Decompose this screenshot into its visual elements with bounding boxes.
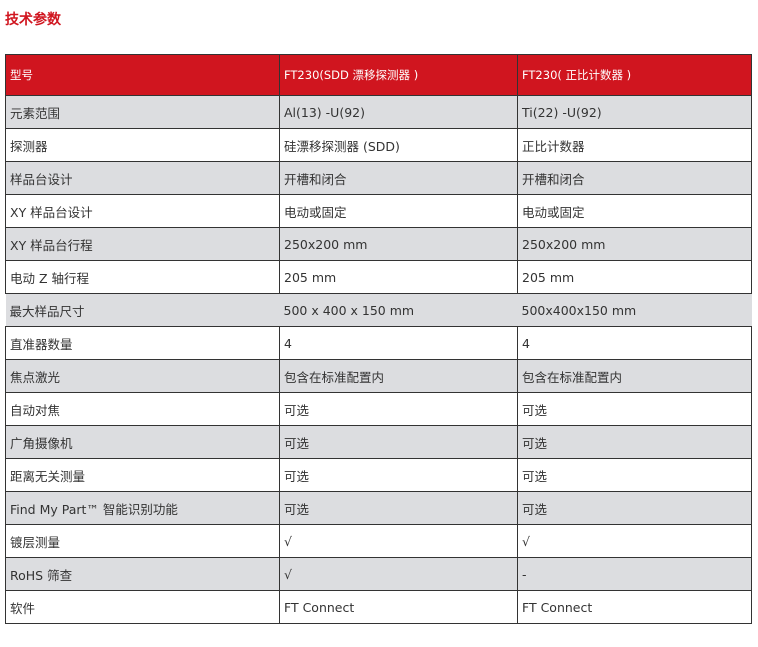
row-value: 电动或固定	[517, 194, 752, 228]
row-label: 元素范围	[5, 95, 280, 129]
header-cell: 型号	[5, 54, 280, 96]
row-value: 电动或固定	[279, 194, 518, 228]
table-row: 电动 Z 轴行程 205 mm 205 mm	[5, 260, 752, 294]
page-title: 技术参数	[5, 12, 61, 28]
row-value: √	[517, 524, 752, 558]
spec-table: 型号 FT230(SDD 漂移探测器 ) FT230( 正比计数器 ) 元素范围…	[5, 54, 752, 624]
row-value: √	[279, 524, 518, 558]
row-label: 距离无关测量	[5, 458, 280, 492]
row-value: 205 mm	[279, 260, 518, 294]
table-row: 最大样品尺寸 500 x 400 x 150 mm 500x400x150 mm	[5, 293, 752, 327]
row-label: Find My Part™ 智能识别功能	[5, 491, 280, 525]
table-row: XY 样品台设计 电动或固定 电动或固定	[5, 194, 752, 228]
row-label: XY 样品台设计	[5, 194, 280, 228]
row-value: 可选	[279, 392, 518, 426]
row-value: -	[517, 557, 752, 591]
row-label: 软件	[5, 590, 280, 624]
row-value: 250x200 mm	[517, 227, 752, 261]
row-value: 500x400x150 mm	[517, 293, 752, 327]
row-value: √	[279, 557, 518, 591]
row-value: Ti(22) -U(92)	[517, 95, 752, 129]
row-value: 硅漂移探测器 (SDD)	[279, 128, 518, 162]
row-value: 可选	[279, 425, 518, 459]
row-label: 镀层测量	[5, 524, 280, 558]
row-value: 4	[517, 326, 752, 360]
table-row: 直准器数量 4 4	[5, 326, 752, 360]
row-value: 开槽和闭合	[517, 161, 752, 195]
row-label: 自动对焦	[5, 392, 280, 426]
row-label: 最大样品尺寸	[5, 293, 280, 327]
table-row: 广角摄像机 可选 可选	[5, 425, 752, 459]
row-label: 探测器	[5, 128, 280, 162]
header-cell: FT230( 正比计数器 )	[517, 54, 752, 96]
row-label: 广角摄像机	[5, 425, 280, 459]
row-value: 250x200 mm	[279, 227, 518, 261]
row-value: FT Connect	[279, 590, 518, 624]
row-label: 焦点激光	[5, 359, 280, 393]
table-row: 软件 FT Connect FT Connect	[5, 590, 752, 624]
row-value: 可选	[279, 458, 518, 492]
table-row: 元素范围 Al(13) -U(92) Ti(22) -U(92)	[5, 95, 752, 129]
row-value: 205 mm	[517, 260, 752, 294]
table-row: 镀层测量 √ √	[5, 524, 752, 558]
row-value: Al(13) -U(92)	[279, 95, 518, 129]
table-row: XY 样品台行程 250x200 mm 250x200 mm	[5, 227, 752, 261]
row-label: 直准器数量	[5, 326, 280, 360]
table-row: Find My Part™ 智能识别功能 可选 可选	[5, 491, 752, 525]
row-value: 可选	[517, 425, 752, 459]
row-value: 包含在标准配置内	[517, 359, 752, 393]
table-row: 焦点激光 包含在标准配置内 包含在标准配置内	[5, 359, 752, 393]
row-value: 开槽和闭合	[279, 161, 518, 195]
row-value: 500 x 400 x 150 mm	[279, 293, 518, 327]
table-row: 自动对焦 可选 可选	[5, 392, 752, 426]
row-value: 可选	[279, 491, 518, 525]
row-value: 可选	[517, 392, 752, 426]
table-row: RoHS 筛查 √ -	[5, 557, 752, 591]
row-label: RoHS 筛查	[5, 557, 280, 591]
table-row: 探测器 硅漂移探测器 (SDD) 正比计数器	[5, 128, 752, 162]
row-label: XY 样品台行程	[5, 227, 280, 261]
row-value: 正比计数器	[517, 128, 752, 162]
table-header-row: 型号 FT230(SDD 漂移探测器 ) FT230( 正比计数器 )	[5, 54, 752, 96]
row-value: 可选	[517, 491, 752, 525]
header-cell: FT230(SDD 漂移探测器 )	[279, 54, 518, 96]
row-value: 包含在标准配置内	[279, 359, 518, 393]
row-label: 电动 Z 轴行程	[5, 260, 280, 294]
table-row: 样品台设计 开槽和闭合 开槽和闭合	[5, 161, 752, 195]
row-value: 可选	[517, 458, 752, 492]
row-value: FT Connect	[517, 590, 752, 624]
row-label: 样品台设计	[5, 161, 280, 195]
row-value: 4	[279, 326, 518, 360]
table-row: 距离无关测量 可选 可选	[5, 458, 752, 492]
